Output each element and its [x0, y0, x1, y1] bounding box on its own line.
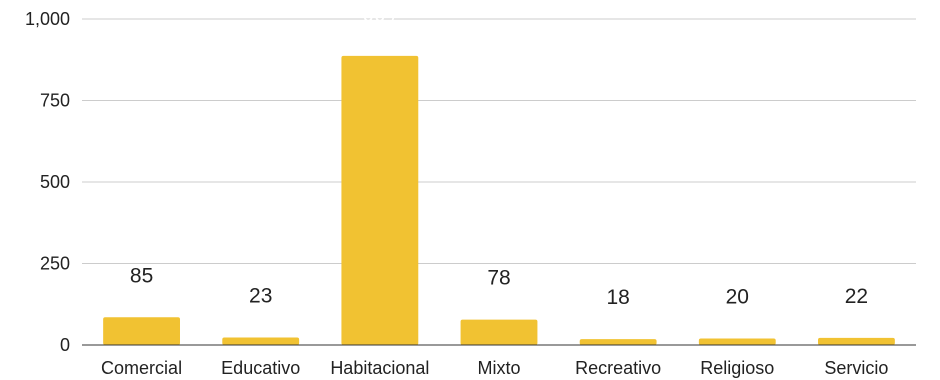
bar — [698, 338, 776, 345]
bar — [460, 319, 538, 345]
bar — [103, 317, 180, 345]
data-label: 85 — [130, 264, 153, 287]
x-tick-label: Comercial — [101, 358, 182, 378]
y-tick-label: 500 — [40, 172, 70, 192]
bar — [818, 337, 895, 345]
x-tick-label: Mixto — [477, 358, 520, 378]
y-axis-ticks: 0 250 500 750 1,000 — [25, 9, 70, 355]
data-labels: 85 23 887 78 18 20 22 — [130, 10, 868, 309]
data-label: 78 — [487, 267, 510, 290]
x-tick-label: Servicio — [824, 358, 888, 378]
data-label: 18 — [606, 286, 629, 309]
x-tick-label: Educativo — [221, 358, 300, 378]
data-label: 20 — [726, 285, 749, 308]
y-tick-label: 750 — [40, 91, 70, 111]
gridlines — [82, 18, 916, 264]
data-label: 22 — [845, 285, 868, 308]
x-tick-label: Religioso — [700, 358, 774, 378]
bar — [222, 337, 300, 345]
data-label: 887 — [362, 10, 397, 33]
bar — [579, 339, 657, 345]
y-tick-label: 1,000 — [25, 9, 70, 29]
y-tick-label: 250 — [40, 254, 70, 274]
y-tick-label: 0 — [60, 335, 70, 355]
x-tick-label: Habitacional — [330, 358, 429, 378]
bars — [103, 55, 895, 345]
data-label: 23 — [249, 285, 272, 308]
x-axis-ticks: Comercial Educativo Habitacional Mixto Recre… — [101, 358, 888, 378]
x-tick-label: Recreativo — [575, 358, 661, 378]
bar — [341, 55, 419, 345]
